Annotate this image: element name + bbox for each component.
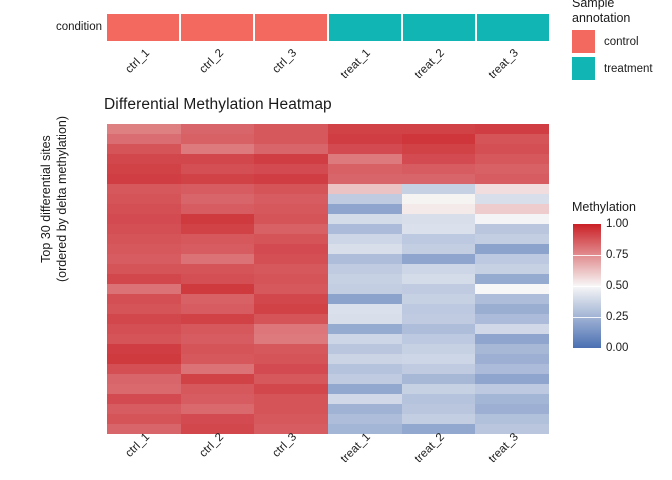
page-title: Differential Methylation Heatmap [104, 96, 332, 113]
annotation-tick-slot: ctrl_3 [254, 43, 328, 99]
x-tick-slot: treat_2 [402, 427, 476, 480]
x-axis-tick-labels: ctrl_1 ctrl_2 ctrl_3 treat_1 treat_2 treat_3 [107, 427, 549, 480]
x-tick-slot: ctrl_3 [254, 427, 328, 480]
legend-key-treatment[interactable]: treatment [572, 57, 653, 80]
legend-annotation-title: Sample annotation [572, 0, 631, 25]
colorbar-tick-mark [573, 286, 601, 287]
legend-key-control[interactable]: control [572, 30, 639, 53]
annotation-tile-ctrl_3[interactable] [255, 14, 329, 41]
x-tick-slot: treat_1 [328, 427, 402, 480]
annotation-tile-treat_1[interactable] [329, 14, 403, 41]
x-tick-ctrl_2: ctrl_2 [197, 431, 226, 460]
x-tick-slot: treat_3 [475, 427, 549, 480]
annotation-tick-slot: ctrl_2 [181, 43, 255, 99]
legend-swatch-control [572, 30, 595, 53]
annotation-row-label: condition [55, 21, 102, 33]
x-tick-slot: ctrl_1 [107, 427, 181, 480]
heatmap-grid [107, 124, 549, 434]
heatmap-cell[interactable] [475, 424, 549, 434]
annotation-tile-treat_2[interactable] [403, 14, 477, 41]
y-axis-title-line1: Top 30 differential sites [39, 135, 53, 263]
annotation-panel: condition ctrl_1 ctrl_2 ctrl_3 treat_1 treat… [0, 0, 560, 96]
x-tick-treat_1: treat_1 [339, 431, 374, 466]
annotation-tick-ctrl_2: ctrl_2 [197, 47, 226, 76]
annotation-tick-slot: treat_3 [475, 43, 549, 99]
annotation-tick-slot: ctrl_1 [107, 43, 181, 99]
x-tick-treat_2: treat_2 [412, 431, 447, 466]
annotation-tick-slot: treat_1 [328, 43, 402, 99]
colorbar-tick-label: 0.50 [606, 280, 629, 292]
colorbar-tick-label: 0.00 [606, 342, 629, 354]
legend-swatch-treatment [572, 57, 595, 80]
colorbar-tick-label: 0.25 [606, 311, 629, 323]
annotation-tick-treat_2: treat_2 [412, 47, 447, 82]
legend-key-label: treatment [604, 62, 653, 75]
legend-colorbar-title: Methylation [572, 200, 636, 214]
y-axis-title-line2: (ordered by delta methylation) [55, 115, 69, 283]
colorbar-tick-mark [573, 317, 601, 318]
annotation-tick-slot: treat_2 [402, 43, 476, 99]
annotation-tile-treat_3[interactable] [477, 14, 549, 41]
colorbar-tick-label: 1.00 [606, 218, 629, 230]
legend-key-label: control [604, 35, 639, 48]
x-tick-treat_3: treat_3 [486, 431, 521, 466]
colorbar-tick-mark [573, 255, 601, 256]
x-tick-ctrl_1: ctrl_1 [123, 431, 153, 460]
y-axis-title: Top 30 differential sites (ordered by de… [38, 49, 72, 349]
x-tick-ctrl_3: ctrl_3 [270, 431, 300, 460]
annotation-tick-treat_3: treat_3 [486, 47, 521, 82]
annotation-tile-ctrl_2[interactable] [181, 14, 255, 41]
colorbar-tick-label: 0.75 [606, 249, 629, 261]
annotation-tick-ctrl_1: ctrl_1 [123, 47, 153, 76]
annotation-tile-ctrl_1[interactable] [107, 14, 181, 41]
x-tick-slot: ctrl_2 [181, 427, 255, 480]
annotation-tick-labels: ctrl_1 ctrl_2 ctrl_3 treat_1 treat_2 treat_3 [107, 43, 549, 99]
annotation-tick-treat_1: treat_1 [339, 47, 374, 82]
annotation-bar [107, 14, 549, 41]
annotation-tick-ctrl_3: ctrl_3 [270, 47, 300, 76]
